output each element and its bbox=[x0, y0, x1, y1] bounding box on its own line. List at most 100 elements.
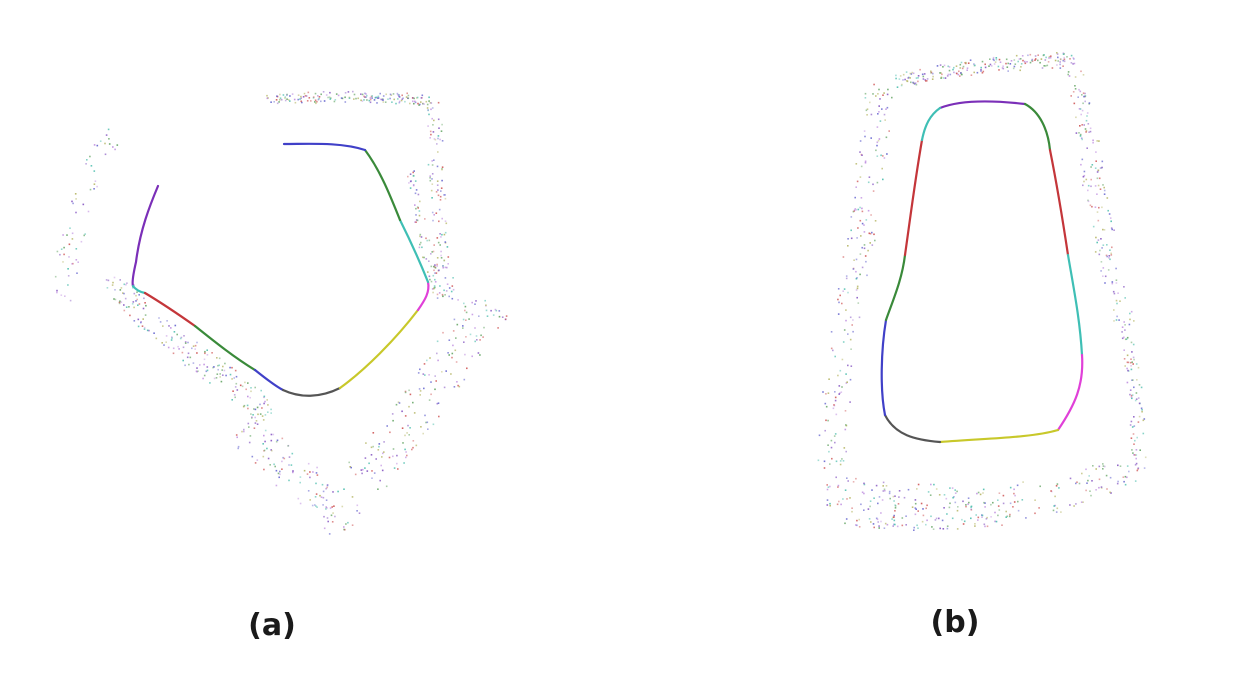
panel-b-scatter-point bbox=[960, 72, 962, 74]
panel-a-scatter-point bbox=[398, 101, 401, 104]
panel-b-scatter-point bbox=[914, 507, 917, 509]
panel-a-scatter-point bbox=[415, 219, 418, 221]
panel-b-scatter-point bbox=[915, 83, 918, 86]
panel-b-scatter-point bbox=[1062, 52, 1065, 54]
panel-b-scatter-point bbox=[1108, 255, 1111, 257]
panel-a-scatter-point bbox=[463, 378, 466, 381]
panel-b-scatter-point bbox=[965, 504, 967, 506]
panel-b-scatter-point bbox=[1020, 63, 1023, 65]
panel-b-scatter-point bbox=[1044, 65, 1047, 67]
panel-a-scatter-point bbox=[441, 371, 443, 373]
panel-a-scatter-point bbox=[383, 441, 385, 443]
panel-a-scatter-point bbox=[172, 347, 175, 350]
panel-b-scatter-point bbox=[863, 231, 866, 233]
panel-a-scatter-point bbox=[269, 464, 271, 466]
panel-b-scatter-point bbox=[953, 496, 955, 498]
panel-b-scatter-point bbox=[1081, 94, 1083, 96]
panel-a-scatter-point bbox=[377, 488, 379, 490]
panel-a-scatter-point bbox=[397, 94, 399, 96]
panel-a-scatter-point bbox=[203, 358, 206, 361]
panel-a-scatter-point bbox=[319, 494, 321, 497]
panel-a-scatter-point bbox=[370, 446, 373, 449]
panel-a-scatter-point bbox=[432, 219, 434, 222]
panel-a-scatter-point bbox=[397, 468, 399, 470]
panel-b-scatter-point bbox=[1096, 177, 1099, 180]
panel-b-scatter-point bbox=[1067, 73, 1069, 76]
panel-a-scatter-point bbox=[279, 93, 281, 96]
panel-a-scatter-point bbox=[404, 448, 406, 451]
panel-a-scatter-point bbox=[448, 287, 451, 289]
panel-b-scatter-point bbox=[839, 460, 842, 462]
panel-a-scatter-point bbox=[315, 493, 318, 495]
panel-a-scatter-point bbox=[440, 254, 442, 257]
panel-a-scatter-point bbox=[360, 99, 362, 102]
panel-a-scatter-point bbox=[432, 423, 435, 426]
panel-b-scatter-point bbox=[845, 309, 847, 311]
panel-b-scatter-point bbox=[1009, 502, 1012, 505]
panel-a-scatter-point bbox=[434, 375, 436, 377]
panel-b-scatter-point bbox=[842, 256, 845, 258]
panel-a-scatter-point bbox=[456, 381, 458, 383]
panel-a-scatter-point bbox=[254, 386, 256, 389]
panel-b-scatter-point bbox=[1087, 479, 1089, 482]
panel-a-scatter-point bbox=[469, 333, 472, 336]
panel-a-scatter-point bbox=[370, 454, 373, 456]
panel-b-scatter-point bbox=[1074, 88, 1077, 90]
panel-b-scatter-point bbox=[894, 510, 896, 512]
panel-a-scatter-point bbox=[166, 320, 168, 322]
panel-b-scatter-point bbox=[1086, 115, 1088, 117]
panel-a-scatter-point bbox=[67, 275, 70, 277]
panel-b-scatter-point bbox=[979, 493, 982, 496]
panel-b-scatter-point bbox=[1088, 131, 1090, 133]
panel-a-scatter-point bbox=[436, 257, 439, 259]
panel-a-scatter-point bbox=[206, 349, 208, 351]
panel-a-scatter-point bbox=[99, 140, 102, 142]
panel-a-scatter-point bbox=[275, 469, 278, 472]
panel-a-scatter-point bbox=[478, 315, 480, 317]
panel-a-scatter-point bbox=[122, 292, 124, 294]
panel-b-scatter-point bbox=[1079, 90, 1082, 93]
panel-b-scatter-point bbox=[857, 208, 860, 211]
panel-b-scatter-point bbox=[962, 500, 964, 503]
panel-b-scatter-point bbox=[1007, 62, 1009, 65]
panel-a-scatter-point bbox=[471, 313, 474, 316]
panel-b-scatter-point bbox=[1007, 70, 1009, 72]
panel-b-scatter-point bbox=[855, 258, 858, 261]
panel-b-scatter-point bbox=[835, 476, 837, 479]
panel-a-scatter-point bbox=[86, 159, 88, 161]
panel-b-scatter-point bbox=[914, 82, 917, 84]
panel-b-scatter-point bbox=[926, 519, 928, 522]
panel-b-scatter-point bbox=[1110, 227, 1113, 229]
panel-b-scatter-point bbox=[1043, 65, 1045, 67]
panel-b-scatter-point bbox=[1002, 65, 1004, 67]
panel-b-scatter-point bbox=[1110, 254, 1113, 256]
panel-b-scatter-point bbox=[1140, 407, 1143, 410]
panel-b-scatter-point bbox=[866, 108, 869, 110]
panel-b-scatter-point bbox=[990, 65, 993, 67]
panel-a-scatter-point bbox=[325, 487, 327, 490]
panel-a-scatter-point bbox=[323, 515, 325, 518]
panel-b-scatter-point bbox=[887, 88, 889, 91]
panel-a-scatter-point bbox=[325, 508, 327, 510]
panel-b-scatter-point bbox=[970, 505, 973, 508]
panel-b-scatter-point bbox=[876, 144, 878, 147]
panel-b-scatter-point bbox=[953, 71, 955, 74]
panel-b-scatter-point bbox=[842, 460, 845, 462]
panel-a-scatter-point bbox=[328, 96, 331, 98]
panel-b-scatter-point bbox=[901, 83, 903, 86]
panel-b-scatter-point bbox=[1124, 483, 1127, 486]
panel-b-scatter-point bbox=[877, 139, 880, 142]
panel-a-scatter-point bbox=[197, 370, 199, 372]
panel-a-scatter-point bbox=[245, 388, 247, 391]
panel-b-scatter-point bbox=[1090, 185, 1092, 188]
panel-a-scatter-point bbox=[351, 496, 354, 498]
panel-a-scatter-point bbox=[445, 222, 448, 225]
panel-b-scatter-point bbox=[1117, 480, 1119, 483]
panel-a-scatter-point bbox=[84, 233, 86, 235]
panel-b-scatter-point bbox=[932, 75, 934, 78]
panel-b-scatter-point bbox=[882, 490, 885, 492]
panel-a-scatter-point bbox=[479, 354, 481, 356]
panel-b-scatter-point bbox=[1026, 61, 1028, 63]
panel-b-scatter-point bbox=[860, 235, 862, 237]
panel-a-scatter-point bbox=[413, 97, 415, 100]
